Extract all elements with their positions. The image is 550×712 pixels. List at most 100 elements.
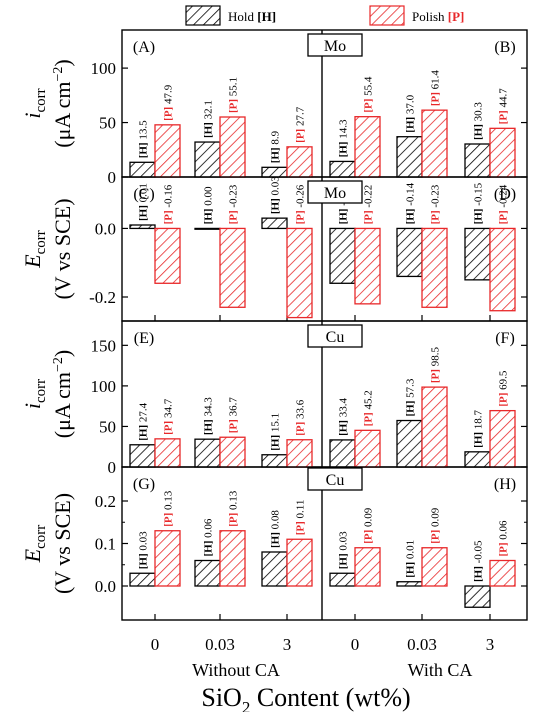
metal-label: Mo [324,185,346,202]
bar-polish-data-label: [P] -0.24 [498,184,510,224]
legend-label-polish: Polish [P] [412,9,464,24]
bar-hold [261,166,288,178]
bar-hold [129,572,156,587]
y-tick-label: 0 [108,458,117,477]
bar-hold [396,227,423,278]
bar-polish [489,127,516,178]
bar-hold-data-label: [H] 14.3 [338,119,350,157]
bar-polish-data-label: [P] 0.09 [363,507,375,544]
bar-polish [489,559,516,587]
bar-polish-data-label: [P] -0.22 [363,185,375,225]
bar-polish-data-label: [P] 45.2 [363,390,375,426]
legend-swatch-hold [185,5,221,26]
y-axis-unit: (μA cm−2) [50,59,75,147]
x-tick-label: 0 [351,635,360,654]
bar-hold [464,227,491,281]
panel-label: (C) [133,186,154,203]
metal-box [307,180,363,204]
bar-hold-data-label: [H] -0.05 [473,540,485,582]
bar-polish [489,409,516,468]
x-group-label-without-ca: Without CA [192,660,280,680]
bar-hold [464,143,491,178]
bar-hold-data-label: [H] 33.4 [338,398,350,436]
panels-layer: 0 50 100 [H] 13.5 [P] 47.9 [H] 32.1 [P] 55.1 [H… [20,29,528,621]
y-tick-label: 0.0 [95,219,116,238]
bar-hold [329,227,356,284]
bar-polish [219,436,246,468]
bar-hold [261,454,288,468]
bar-hold-data-label: [H] 15.1 [270,413,282,451]
bar-hold [194,438,221,468]
bar-polish-data-label: [P] 44.7 [498,88,510,125]
x-tick-labels: 0 0.03 3 0 0.03 3 [151,635,495,654]
bar-polish-data-label: [P] 98.5 [430,347,442,384]
bar-hold-data-label: [H] 32.1 [203,100,215,138]
metal-box [307,33,363,57]
y-tick-label: 50 [99,114,116,133]
bar-polish-data-label: [P] -0.16 [163,184,175,224]
bar-polish-data-label: [P] 55.1 [228,77,240,113]
bar-polish-data-label: [P] 55.4 [363,76,375,113]
panel-row-1: -0.2 0.0 [H] 0.01 [P] -0.16 [H] 0.00 [P] -0.2… [20,176,528,322]
x-group-label-with-ca: With CA [408,660,473,680]
bar-hold-data-label: [H] -0.15 [473,182,485,224]
bar-hold [464,585,491,608]
bar-hold-data-label: [H] 0.03 [270,176,282,214]
bar-hold-data-label: [H] 27.4 [138,402,150,440]
bar-hold-data-label: [H] 0.08 [270,510,282,548]
bar-hold-data-label: [H] -0.14 [405,182,417,224]
panel-row-2: 0 50 100 150 [H] 27.4 [P] 34.7 [H] 34.3 [P] 36.… [20,320,528,477]
panel-row-0: 0 50 100 [H] 13.5 [P] 47.9 [H] 32.1 [P] 55.1 [H… [20,29,528,187]
bar-hold-data-label: [H] 8.9 [270,130,282,163]
panel-label: (H) [494,476,516,493]
legend-label-hold: Hold [H] [228,9,276,24]
panel-row-3: 0.0 0.1 0.2 [H] 0.03 [P] 0.13 [H] 0.06 [P] 0.1… [20,466,528,621]
metal-label: Mo [324,38,346,55]
bar-polish [154,438,181,468]
bar-hold [396,136,423,178]
y-axis-symbol: icorr [20,88,49,118]
bar-hold [129,224,156,230]
y-tick-label: -0.2 [89,288,116,307]
x-tick-label: 0.03 [205,635,235,654]
bar-hold-data-label: [H] 18.7 [473,409,485,447]
bar-hold-data-label: [H] 13.5 [138,120,150,158]
bar-hold-data-label: [H] 0.03 [138,531,150,569]
x-tick-label: 0.03 [407,635,437,654]
bar-hold-data-label: [H] 34.3 [203,397,215,435]
bar-polish-data-label: [P] 33.6 [295,399,307,436]
bar-hold-data-label: [H] 30.3 [473,102,485,140]
bar-hold [129,444,156,468]
bar-polish-data-label: [P] 0.13 [228,490,240,527]
y-tick-label: 0.2 [95,492,116,511]
bar-polish [354,547,381,587]
x-tick-label: 0 [151,635,160,654]
bar-hold [194,227,221,230]
bar-hold-data-label: [H] 0.01 [138,183,150,221]
bar-polish-data-label: [P] -0.23 [430,184,442,224]
bar-polish-data-label: [P] 69.5 [498,370,510,407]
panel-label: (A) [133,39,155,56]
y-axis-unit: (μA cm−2) [50,350,75,438]
y-tick-label: 100 [91,377,117,396]
panel-label: (E) [134,330,154,347]
y-axis-unit: (V vs SCE) [50,198,75,299]
y-axis-symbol: icorr [20,379,49,409]
bar-polish [219,530,246,587]
metal-box [307,467,363,491]
y-tick-label: 100 [91,59,117,78]
bar-polish [421,386,448,468]
bar-hold-data-label: [H] 37.0 [405,94,417,132]
bar-polish [154,530,181,587]
bar-polish [219,227,246,308]
bar-polish [286,227,313,319]
y-tick-label: 0 [108,168,117,187]
metal-box [307,324,363,348]
x-tick-label: 3 [486,635,495,654]
bar-polish [421,547,448,587]
bar-hold [329,439,356,468]
bar-polish [421,227,448,308]
bar-polish-data-label: [P] 27.7 [295,106,307,143]
bar-hold [261,551,288,587]
